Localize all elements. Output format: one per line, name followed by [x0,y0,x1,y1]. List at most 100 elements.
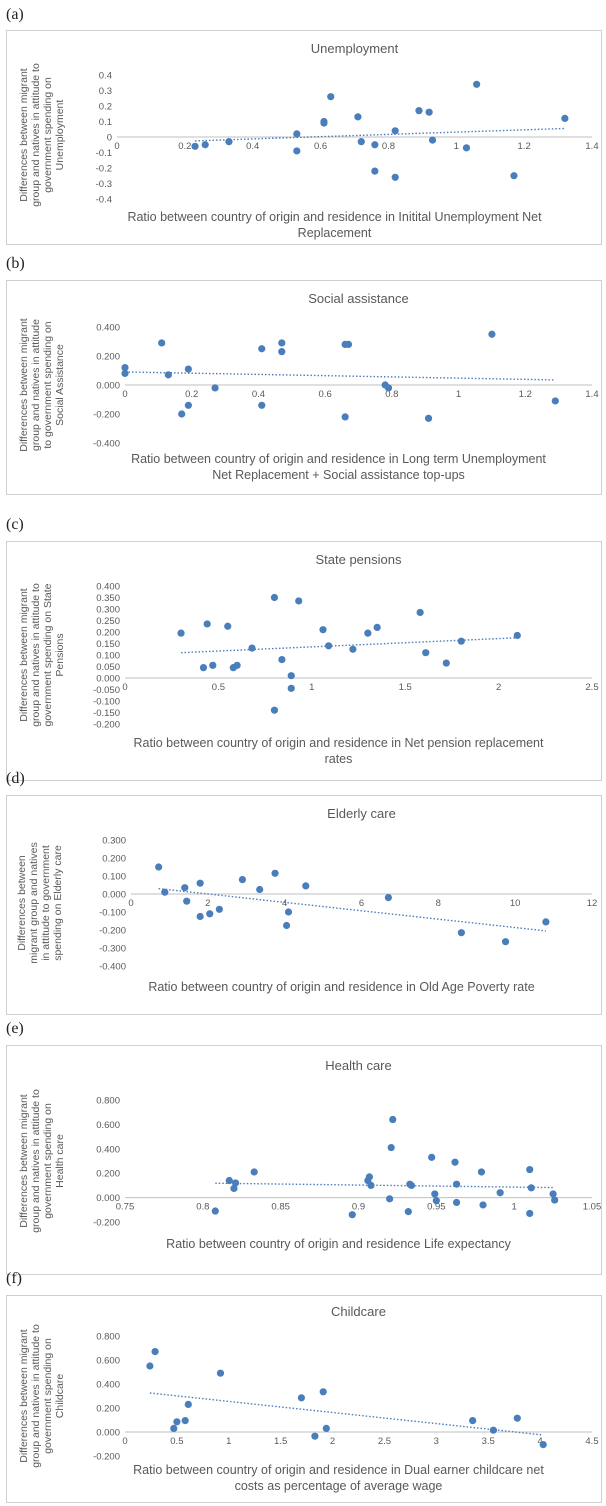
data-point [319,626,327,634]
y-axis-label: Differences between migrant group and nat… [18,583,66,727]
y-tick-label: 0.300 [96,605,120,616]
x-tick-label: 0.6 [319,389,332,400]
data-point [206,910,214,918]
y-tick-label: 0.350 [96,593,120,604]
y-tick-label: 0.300 [102,836,126,847]
y-tick-label: -0.150 [93,708,120,719]
y-tick-label: 0.150 [96,639,120,650]
x-tick-label: 2.5 [378,1436,391,1447]
chart-health-care: Health care 0.800 0.600 0.400 0.200 0.000 -0.2… [6,1045,602,1275]
data-point [161,888,169,896]
data-point [258,345,266,353]
trend-line [215,1182,555,1189]
chart-svg-elderly-care: Elderly care 0.300 0.200 0.100 0.000 -0.100 -0… [16,806,597,994]
y-tick-label: 0.400 [96,323,120,334]
chart-svg-social-assistance: Social assistance 0.400 0.200 0.000 -0.200 -0… [18,291,599,482]
y-tick-label: 0.200 [96,352,120,363]
panel-label-e: (e) [6,1020,24,1037]
y-axis-label: Differences between migrant group and nat… [18,1089,66,1233]
panel-label-f: (f) [6,1270,22,1287]
trend-line [195,127,565,142]
x-tick-label: 0.5 [212,682,225,693]
data-point [282,921,291,930]
x-tick-label: 0.8 [196,1202,209,1213]
data-point [230,1184,238,1193]
data-point [496,1189,504,1197]
data-point [196,879,204,887]
x-tick-label: 0.95 [427,1202,446,1213]
data-point [424,414,433,422]
y-tick-label: -0.200 [93,1452,120,1463]
x-tick-label: 3 [434,1436,439,1447]
y-tick-label: 0.2 [99,102,112,113]
chart-childcare: Childcare 0.800 0.600 0.400 0.200 0.000 -0.200… [6,1295,602,1503]
x-tick-label: 2 [330,1436,335,1447]
data-point [457,929,465,937]
y-axis-label-line: government spending on [42,77,54,193]
data-point [199,664,208,672]
data-point [384,384,393,392]
data-point [146,1362,154,1370]
x-tick-label: 0 [122,389,127,400]
x-axis-label: Ratio between country of origin and resi… [134,736,544,750]
x-tick-label: 1 [226,1436,231,1447]
data-point [293,130,301,138]
data-point [271,869,279,877]
x-axis-label: Ratio between country of origin and resi… [133,1463,544,1477]
data-point [407,1181,416,1189]
y-tick-label: 0.200 [96,1404,120,1415]
x-axis-label: Net Replacement + Social assistance top-… [212,468,465,482]
data-point [184,401,192,409]
y-tick-label: 0 [107,133,112,144]
y-tick-label: -0.300 [99,944,126,955]
x-tick-label: 0 [122,682,127,693]
x-tick-label: 0 [114,141,119,152]
data-point [473,80,481,88]
y-axis-label: Differences between migrant group and nat… [18,63,66,207]
data-point [181,884,189,892]
data-point [391,173,399,181]
data-point [501,938,510,946]
y-tick-label: 0.800 [96,1332,120,1343]
trend-line [124,371,556,381]
x-tick-label: 2 [205,898,210,909]
data-point [479,1201,487,1209]
data-point [387,1143,395,1152]
y-tick-label: 0.100 [96,651,120,662]
data-point [561,114,569,122]
data-point [209,661,217,669]
data-point [489,1426,498,1434]
y-tick-label: 0.000 [96,1193,120,1204]
y-tick-label: 0.400 [96,1144,120,1155]
y-tick-label: -0.200 [93,720,120,731]
data-point [295,597,303,605]
x-tick-label: 0 [128,898,133,909]
data-point [238,876,247,884]
data-point [284,908,293,916]
y-tick-label: 0.400 [96,1380,120,1391]
data-point [164,371,172,379]
y-tick-label: 0.200 [96,628,120,639]
panel-label-a: (a) [6,6,24,23]
y-tick-label: 0.200 [102,854,126,865]
y-tick-label: 0.600 [96,1120,120,1131]
data-point [248,644,256,652]
y-axis-label-line: Differences between [16,855,28,951]
y-tick-label: 0.3 [99,86,112,97]
data-point [415,107,423,115]
x-tick-label: 1 [309,682,314,693]
chart-state-pensions: State pensions 0.400 0.350 0.300 0.250 0.200 0… [6,541,602,781]
x-tick-label: 4.5 [585,1436,598,1447]
data-point [551,1196,559,1204]
y-axis-label: Differences between migrant group and nat… [16,842,64,963]
x-tick-label: 1.2 [519,389,532,400]
y-tick-label: 0.250 [96,616,120,627]
y-axis-label-line: Differences between migrant [18,1094,30,1228]
data-point [325,642,333,650]
data-point [225,138,233,146]
x-tick-label: 1.5 [274,1436,287,1447]
data-point [371,167,379,175]
data-point [327,93,335,101]
data-point [278,339,286,347]
data-point [341,413,349,421]
